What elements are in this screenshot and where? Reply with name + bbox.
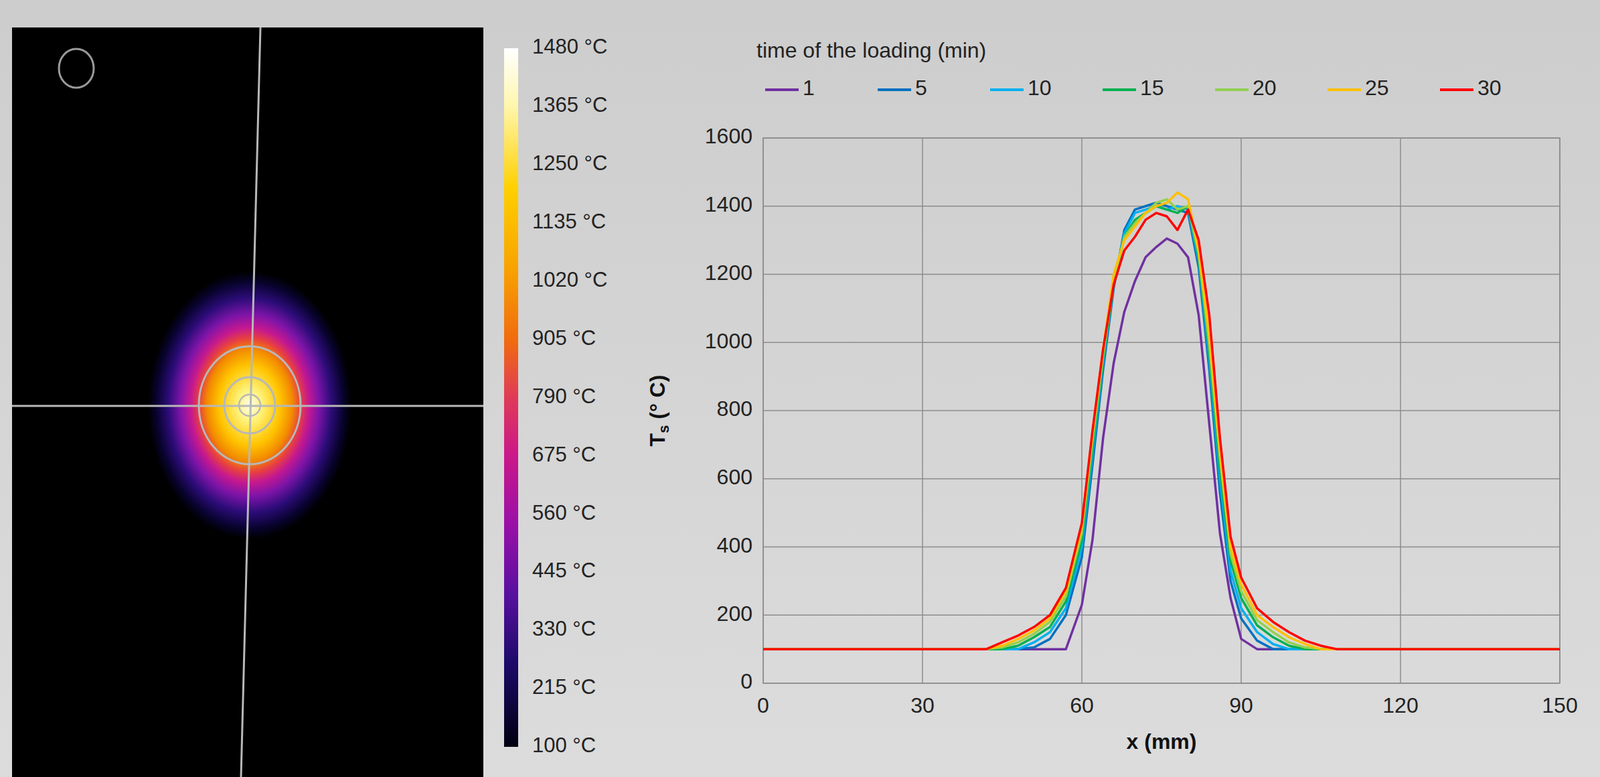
legend-swatch (877, 88, 912, 92)
x-tick-label: 30 (910, 692, 935, 717)
legend-label: 30 (1477, 75, 1502, 100)
series-line (763, 202, 1560, 649)
legend-label: 25 (1365, 75, 1390, 100)
grid-line-y (763, 342, 1560, 344)
series-line (763, 192, 1560, 649)
grid-line-y (763, 477, 1560, 480)
colorbar-tick-label: 1250 °C (532, 151, 608, 175)
x-axis-title: x (mm) (1126, 729, 1197, 754)
y-axis-title-rest: (° C) (645, 374, 670, 426)
thermal-image (12, 27, 484, 777)
roi-outer (198, 346, 301, 464)
line-chart: 0 30 60 90 120 150 0 200 400 600 800 1000 1200 1400 16… (645, 123, 1578, 754)
colorbar-tick-label: 330 °C (532, 616, 596, 640)
colorbar-tick-label: 215 °C (532, 674, 596, 699)
roi-marker (58, 48, 94, 88)
colorbar-tick-label: 1020 °C (532, 267, 608, 292)
legend-label: 20 (1252, 75, 1277, 100)
x-tick-label: 60 (1069, 692, 1094, 717)
grid-line-y (763, 614, 1560, 616)
y-tick-label: 800 (716, 396, 753, 421)
colorbar-tick-label: 1480 °C (532, 34, 608, 59)
legend-swatch (990, 88, 1024, 92)
y-tick-label: 1400 (704, 192, 753, 217)
legend-label: 5 (915, 75, 928, 100)
colorbar-tick-label: 445 °C (532, 558, 596, 582)
legend-swatch (765, 88, 799, 92)
y-tick-label: 200 (716, 601, 753, 626)
background (0, 0, 1600, 777)
series-line (763, 238, 1560, 649)
y-axis-title-main: T (645, 432, 670, 446)
plot-frame (763, 137, 1560, 683)
roi-center (238, 394, 261, 416)
colorbar-tick-label: 905 °C (532, 326, 596, 350)
series-group (763, 192, 1560, 649)
legend-label: 10 (1027, 75, 1052, 100)
legend-label: 15 (1140, 75, 1165, 100)
x-tick-label: 90 (1229, 692, 1254, 717)
x-tick-label: 0 (757, 692, 770, 717)
series-line (763, 199, 1560, 650)
image-background (12, 27, 484, 777)
page: 1480 °C 1365 °C 1250 °C 1135 °C 1020 °C 905 °… (0, 0, 1600, 777)
legend-swatch (1215, 88, 1249, 92)
legend-title: time of the loading (min) (756, 38, 987, 63)
colorbar: 1480 °C 1365 °C 1250 °C 1135 °C 1020 °C 905 °… (504, 34, 608, 757)
series-line (763, 206, 1560, 649)
colorbar-bar (504, 48, 519, 747)
grid-line-y (763, 546, 1560, 548)
y-axis-title-sub: s (655, 425, 673, 434)
y-tick-label: 1200 (704, 260, 753, 285)
y-tick-label: 1000 (704, 328, 753, 353)
crosshair-vertical (241, 27, 261, 777)
y-tick-label: 600 (716, 464, 753, 489)
colorbar-tick-label: 100 °C (532, 733, 596, 757)
crosshair-horizontal (12, 405, 484, 408)
series-line (763, 209, 1560, 649)
colorbar-tick-label: 1135 °C (532, 209, 606, 233)
x-tick-label: 120 (1382, 692, 1418, 717)
legend: time of the loading (min)151015202530 (756, 38, 1502, 100)
legend-swatch (1440, 88, 1474, 92)
y-axis-title: Ts (° C) (645, 374, 672, 447)
legend-label: 1 (802, 75, 815, 100)
legend-swatch (1327, 88, 1362, 92)
grid-line-y (763, 205, 1560, 207)
roi-inner (224, 376, 276, 434)
grid-line-y (763, 409, 1560, 412)
series-line (763, 206, 1560, 649)
x-tick-label: 150 (1541, 692, 1578, 717)
y-tick-label: 0 (740, 668, 753, 693)
y-tick-label: 1600 (704, 123, 753, 148)
legend-swatch (1102, 88, 1137, 92)
colorbar-tick-label: 1365 °C (532, 93, 608, 117)
y-tick-label: 400 (716, 532, 753, 557)
colorbar-tick-label: 560 °C (532, 500, 596, 525)
grid-line-y (763, 273, 1560, 276)
colorbar-tick-label: 790 °C (532, 384, 596, 408)
colorbar-tick-label: 675 °C (532, 442, 596, 466)
